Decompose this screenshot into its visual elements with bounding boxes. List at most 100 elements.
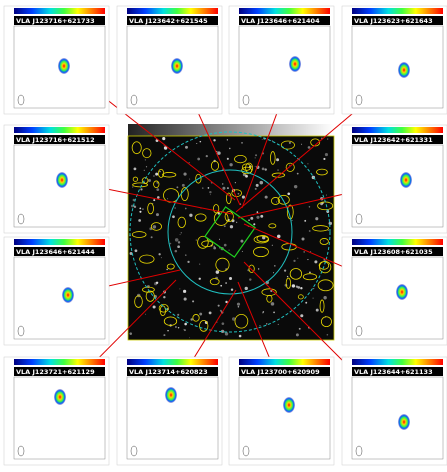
star bbox=[271, 140, 273, 142]
star bbox=[196, 143, 198, 144]
star bbox=[195, 239, 197, 241]
star bbox=[220, 284, 223, 287]
star bbox=[241, 141, 243, 144]
star bbox=[148, 178, 152, 182]
contour bbox=[285, 277, 292, 289]
star bbox=[256, 215, 260, 219]
star bbox=[140, 188, 143, 191]
star bbox=[229, 225, 234, 229]
star bbox=[134, 249, 138, 253]
colorbar bbox=[239, 359, 330, 365]
star bbox=[229, 163, 233, 167]
cyan-circle bbox=[129, 131, 331, 333]
contour bbox=[150, 222, 162, 231]
star bbox=[307, 146, 311, 149]
star bbox=[291, 219, 293, 221]
star bbox=[144, 159, 147, 161]
contour bbox=[310, 138, 321, 147]
label-bar bbox=[352, 367, 443, 376]
radio-panel: VLA J123721+621129 bbox=[3, 356, 110, 466]
source-blob bbox=[54, 389, 66, 405]
star bbox=[163, 334, 166, 337]
star bbox=[215, 270, 220, 274]
star bbox=[262, 236, 266, 240]
star bbox=[143, 169, 145, 171]
star bbox=[183, 297, 187, 301]
star bbox=[175, 326, 177, 328]
label-bar bbox=[352, 247, 443, 256]
star bbox=[283, 269, 287, 272]
panel-label: VLA J123623+621643 bbox=[354, 17, 433, 25]
star bbox=[320, 202, 323, 206]
image-frame bbox=[351, 144, 444, 228]
star bbox=[297, 286, 301, 289]
label-bar bbox=[239, 367, 330, 376]
star bbox=[169, 242, 172, 245]
image-frame bbox=[238, 25, 331, 109]
label-bar bbox=[352, 135, 443, 144]
panel-label: VLA J123642+621545 bbox=[129, 17, 208, 25]
star bbox=[231, 317, 236, 321]
colorbar bbox=[352, 8, 443, 14]
image-frame bbox=[13, 25, 106, 109]
source-blob bbox=[171, 58, 183, 74]
star bbox=[304, 219, 307, 222]
colorbar bbox=[352, 359, 443, 365]
image-frame bbox=[238, 376, 331, 460]
star bbox=[237, 192, 240, 195]
star bbox=[260, 214, 264, 218]
radio-panel: VLA J123716+621733 bbox=[3, 5, 110, 115]
star bbox=[198, 277, 201, 280]
star bbox=[177, 241, 181, 244]
star bbox=[321, 288, 323, 290]
star bbox=[199, 312, 203, 316]
contour bbox=[285, 162, 295, 172]
colorbar bbox=[239, 8, 330, 14]
contour bbox=[157, 168, 165, 178]
star bbox=[138, 219, 141, 222]
star bbox=[315, 217, 319, 221]
star bbox=[264, 195, 268, 199]
contour bbox=[145, 290, 155, 302]
star bbox=[297, 257, 299, 259]
contour bbox=[197, 235, 209, 249]
beam bbox=[130, 445, 138, 457]
star bbox=[174, 249, 178, 253]
contour bbox=[131, 231, 147, 238]
star bbox=[271, 244, 273, 246]
contour bbox=[163, 316, 178, 326]
beam bbox=[130, 94, 138, 106]
source-blob bbox=[400, 172, 412, 188]
star bbox=[208, 311, 212, 315]
star bbox=[230, 288, 234, 291]
star bbox=[172, 215, 175, 219]
star bbox=[323, 157, 326, 161]
star bbox=[160, 257, 162, 259]
star bbox=[159, 170, 161, 173]
star bbox=[180, 232, 182, 234]
contour bbox=[268, 223, 277, 229]
contour bbox=[316, 168, 328, 176]
star bbox=[192, 300, 195, 303]
star bbox=[145, 166, 148, 168]
contour bbox=[253, 235, 270, 244]
star bbox=[308, 206, 311, 208]
star bbox=[222, 186, 226, 190]
star bbox=[326, 333, 329, 336]
star bbox=[295, 333, 299, 337]
star bbox=[163, 146, 168, 150]
contour bbox=[153, 180, 160, 189]
beam bbox=[17, 213, 25, 225]
radio-panel: VLA J123642+621331 bbox=[341, 124, 447, 234]
star bbox=[301, 237, 305, 241]
star bbox=[163, 295, 166, 299]
contour bbox=[256, 234, 269, 243]
image-frame bbox=[126, 376, 219, 460]
panel-label: VLA J123644+621133 bbox=[354, 368, 433, 376]
star bbox=[277, 234, 281, 239]
star bbox=[276, 158, 280, 162]
star bbox=[277, 169, 279, 171]
contour bbox=[289, 268, 303, 280]
contour bbox=[162, 172, 177, 178]
